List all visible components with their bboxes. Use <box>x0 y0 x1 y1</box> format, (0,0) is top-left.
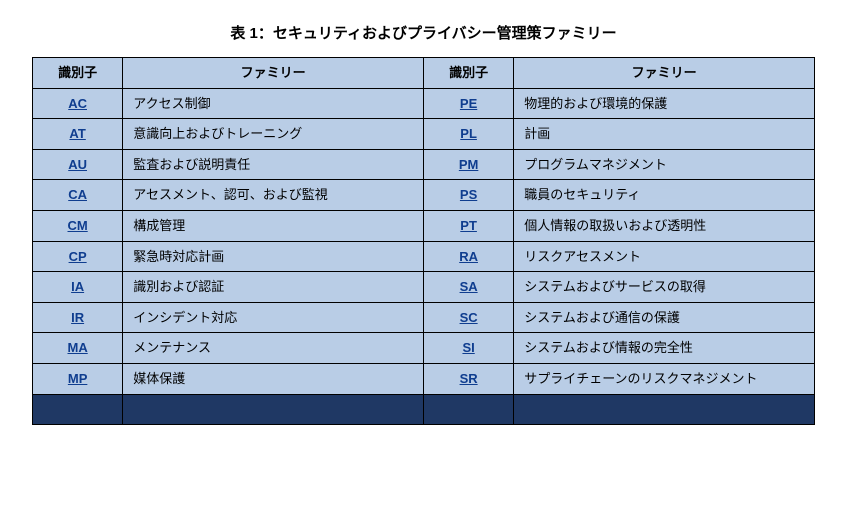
family-cell-right: システムおよび通信の保護 <box>514 302 815 333</box>
id-link[interactable]: SR <box>460 371 478 386</box>
footer-cell <box>123 394 424 424</box>
family-cell-left: アクセス制御 <box>123 88 424 119</box>
id-cell-right: SR <box>423 363 513 394</box>
footer-cell <box>514 394 815 424</box>
family-cell-right: プログラムマネジメント <box>514 149 815 180</box>
id-cell-right: PL <box>423 119 513 150</box>
id-cell-left: IR <box>33 302 123 333</box>
table-row: AC アクセス制御 PE 物理的および環境的保護 <box>33 88 815 119</box>
table-title: 表 1：セキュリティおよびプライバシー管理策ファミリー <box>32 22 815 43</box>
family-cell-left: 識別および認証 <box>123 272 424 303</box>
id-link[interactable]: PE <box>460 96 477 111</box>
table-row: IA 識別および認証 SA システムおよびサービスの取得 <box>33 272 815 303</box>
table-row: CM 構成管理 PT 個人情報の取扱いおよび透明性 <box>33 210 815 241</box>
col-header-id-left: 識別子 <box>33 58 123 89</box>
family-cell-left: 構成管理 <box>123 210 424 241</box>
id-cell-left: IA <box>33 272 123 303</box>
id-link[interactable]: MP <box>68 371 88 386</box>
id-link[interactable]: SA <box>460 279 478 294</box>
table-row: CA アセスメント、認可、および監視 PS 職員のセキュリティ <box>33 180 815 211</box>
id-cell-right: SI <box>423 333 513 364</box>
col-header-fam-left: ファミリー <box>123 58 424 89</box>
control-families-table: 識別子 ファミリー 識別子 ファミリー AC アクセス制御 PE 物理的および環境的保… <box>32 57 815 425</box>
id-link[interactable]: AT <box>69 126 85 141</box>
id-link[interactable]: CP <box>69 249 87 264</box>
family-cell-right: リスクアセスメント <box>514 241 815 272</box>
id-cell-left: CP <box>33 241 123 272</box>
id-link[interactable]: PL <box>460 126 477 141</box>
id-link[interactable]: IA <box>71 279 84 294</box>
table-row: MP 媒体保護 SR サプライチェーンのリスクマネジメント <box>33 363 815 394</box>
id-cell-right: PT <box>423 210 513 241</box>
id-link[interactable]: CM <box>68 218 88 233</box>
table-row: IR インシデント対応 SC システムおよび通信の保護 <box>33 302 815 333</box>
family-cell-right: システムおよびサービスの取得 <box>514 272 815 303</box>
family-cell-left: インシデント対応 <box>123 302 424 333</box>
id-cell-left: AU <box>33 149 123 180</box>
id-cell-left: AC <box>33 88 123 119</box>
id-link[interactable]: CA <box>68 187 87 202</box>
table-row: CP 緊急時対応計画 RA リスクアセスメント <box>33 241 815 272</box>
id-cell-right: PE <box>423 88 513 119</box>
id-cell-right: PM <box>423 149 513 180</box>
id-link[interactable]: AU <box>68 157 87 172</box>
family-cell-left: 媒体保護 <box>123 363 424 394</box>
id-link[interactable]: PM <box>459 157 479 172</box>
id-cell-left: MA <box>33 333 123 364</box>
id-cell-right: RA <box>423 241 513 272</box>
family-cell-left: メンテナンス <box>123 333 424 364</box>
id-cell-right: SC <box>423 302 513 333</box>
id-cell-right: PS <box>423 180 513 211</box>
family-cell-left: アセスメント、認可、および監視 <box>123 180 424 211</box>
id-link[interactable]: PS <box>460 187 477 202</box>
id-cell-left: AT <box>33 119 123 150</box>
family-cell-right: 物理的および環境的保護 <box>514 88 815 119</box>
footer-cell <box>423 394 513 424</box>
col-header-fam-right: ファミリー <box>514 58 815 89</box>
table-body: AC アクセス制御 PE 物理的および環境的保護 AT 意識向上およびトレーニング PL 計画… <box>33 88 815 424</box>
family-cell-left: 監査および説明責任 <box>123 149 424 180</box>
id-cell-left: MP <box>33 363 123 394</box>
id-cell-left: CA <box>33 180 123 211</box>
table-header-row: 識別子 ファミリー 識別子 ファミリー <box>33 58 815 89</box>
table-row: AU 監査および説明責任 PM プログラムマネジメント <box>33 149 815 180</box>
table-row: MA メンテナンス SI システムおよび情報の完全性 <box>33 333 815 364</box>
family-cell-right: システムおよび情報の完全性 <box>514 333 815 364</box>
id-cell-right: SA <box>423 272 513 303</box>
id-link[interactable]: PT <box>460 218 477 233</box>
page: 表 1：セキュリティおよびプライバシー管理策ファミリー 識別子 ファミリー 識別… <box>0 0 847 447</box>
id-link[interactable]: SI <box>462 340 474 355</box>
id-cell-left: CM <box>33 210 123 241</box>
id-link[interactable]: MA <box>68 340 88 355</box>
id-link[interactable]: IR <box>71 310 84 325</box>
footer-cell <box>33 394 123 424</box>
family-cell-right: 個人情報の取扱いおよび透明性 <box>514 210 815 241</box>
family-cell-right: 職員のセキュリティ <box>514 180 815 211</box>
family-cell-right: サプライチェーンのリスクマネジメント <box>514 363 815 394</box>
id-link[interactable]: AC <box>68 96 87 111</box>
family-cell-left: 意識向上およびトレーニング <box>123 119 424 150</box>
id-link[interactable]: SC <box>460 310 478 325</box>
col-header-id-right: 識別子 <box>423 58 513 89</box>
family-cell-left: 緊急時対応計画 <box>123 241 424 272</box>
table-footer-row <box>33 394 815 424</box>
table-row: AT 意識向上およびトレーニング PL 計画 <box>33 119 815 150</box>
id-link[interactable]: RA <box>459 249 478 264</box>
family-cell-right: 計画 <box>514 119 815 150</box>
